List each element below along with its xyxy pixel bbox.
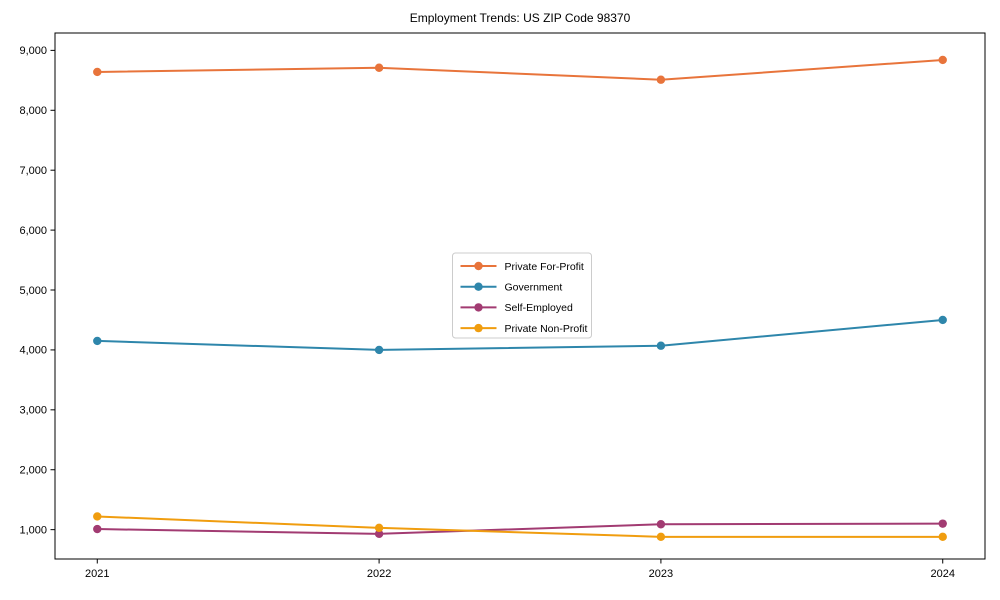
y-tick-label: 6,000 <box>19 225 47 237</box>
x-tick-label: 2024 <box>930 568 954 580</box>
y-tick-label: 7,000 <box>19 165 47 177</box>
y-tick-label: 3,000 <box>19 405 47 417</box>
data-point <box>656 532 666 542</box>
y-tick-label: 1,000 <box>19 524 47 536</box>
y-tick-label: 5,000 <box>19 285 47 297</box>
data-point <box>374 529 384 539</box>
series-line <box>96 515 944 538</box>
y-tick-label: 8,000 <box>19 105 47 117</box>
series-line <box>96 522 944 535</box>
y-tick-label: 2,000 <box>19 465 47 477</box>
data-point <box>93 336 102 346</box>
data-point <box>938 532 947 542</box>
legend-marker-dot <box>474 261 483 271</box>
data-point <box>656 341 666 350</box>
legend-item-label: Private Non-Profit <box>505 323 588 335</box>
legend-marker-dot <box>474 323 483 333</box>
data-point <box>656 75 666 84</box>
x-tick-label: 2021 <box>85 568 109 580</box>
data-point <box>374 523 384 533</box>
data-point <box>938 519 947 528</box>
legend-marker-dot <box>474 282 483 291</box>
x-tick-label: 2022 <box>367 568 391 580</box>
y-tick-label: 4,000 <box>19 345 47 357</box>
series-line <box>96 318 944 351</box>
data-point <box>938 55 947 65</box>
legend-box <box>452 252 592 339</box>
legend-item-label: Private For-Profit <box>505 261 584 273</box>
x-tick-label: 2023 <box>649 568 673 580</box>
data-point <box>93 67 102 77</box>
data-point <box>93 512 102 521</box>
plot-border <box>54 32 986 560</box>
legend-marker-dot <box>474 303 483 312</box>
series-line <box>96 58 944 81</box>
legend-item-label: Self-Employed <box>505 302 573 314</box>
data-point <box>374 63 384 72</box>
y-tick-label: 9,000 <box>19 45 47 57</box>
legend-item-label: Government <box>505 282 563 294</box>
data-point <box>656 520 666 529</box>
data-point <box>374 345 384 355</box>
data-point <box>938 315 947 325</box>
data-point <box>93 524 102 534</box>
chart-title: Employment Trends: US ZIP Code 98370 <box>409 11 631 25</box>
